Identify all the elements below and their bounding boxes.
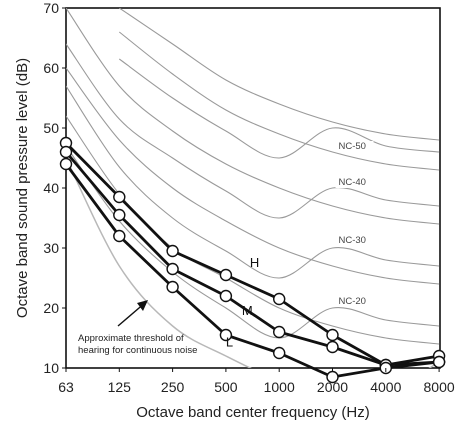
y-tick-label-20: 20 xyxy=(43,300,59,316)
x-tick-label-250: 250 xyxy=(161,379,185,395)
marker-m-63 xyxy=(59,145,73,159)
marker-l-250 xyxy=(166,280,179,294)
x-ticks-group: 63 125 250 500 1000 2000 4000 8000 xyxy=(58,368,455,395)
x-tick-label-8000: 8000 xyxy=(424,379,455,395)
annotation-arrowhead xyxy=(137,300,148,311)
nc-label-nc-40: NC-40 xyxy=(339,177,366,188)
nc-curves-group xyxy=(66,8,440,345)
marker-l-8000 xyxy=(432,355,446,369)
nc-label-nc-30: NC-30 xyxy=(339,235,366,246)
nc-curve-7 xyxy=(66,85,440,279)
y-axis-title: Octave band sound pressure level (dB) xyxy=(14,58,31,318)
x-tick-label-500: 500 xyxy=(214,379,238,395)
markers-group xyxy=(59,136,446,384)
y-tick-label-10: 10 xyxy=(43,360,59,376)
marker-h-1000 xyxy=(273,292,286,306)
nc-curve-1 xyxy=(118,8,440,141)
y-tick-label-50: 50 xyxy=(43,120,59,136)
series-labels-group: H M L xyxy=(226,255,259,349)
x-tick-label-4000: 4000 xyxy=(370,379,401,395)
threshold-group xyxy=(66,157,440,368)
x-tick-label-2000: 2000 xyxy=(317,379,348,395)
marker-h-2000 xyxy=(326,328,339,342)
marker-l-63 xyxy=(59,157,73,171)
nc-label-bg-3 xyxy=(335,141,374,152)
series-line-h xyxy=(65,142,440,367)
marker-m-2000 xyxy=(326,340,339,354)
marker-l-1000 xyxy=(273,346,286,360)
y-tick-label-60: 60 xyxy=(43,60,59,76)
marker-h-500 xyxy=(219,268,233,282)
series-label-l: L xyxy=(226,334,233,349)
marker-m-500 xyxy=(219,289,233,303)
marker-m-125 xyxy=(113,208,126,222)
series-label-h: H xyxy=(250,255,259,270)
marker-l-125 xyxy=(113,229,126,243)
nc-labels-group: NC-50 NC-40 NC-30 NC-20 xyxy=(335,141,374,307)
series-line-l xyxy=(64,163,440,379)
y-tick-label-70: 70 xyxy=(43,0,59,16)
nc-label-bg-9 xyxy=(335,295,374,307)
nc-curve-2 xyxy=(118,31,440,171)
marker-h-125 xyxy=(113,190,126,204)
series-line-m xyxy=(64,151,440,367)
annotation-group: Approximate threshold of hearing for con… xyxy=(78,300,197,356)
nc-curve-5 xyxy=(66,43,440,219)
nc-label-nc-50: NC-50 xyxy=(339,141,366,152)
marker-m-1000 xyxy=(273,325,286,339)
series-group xyxy=(64,142,440,379)
nc-curve-3 xyxy=(118,58,440,159)
y-tick-label-40: 40 xyxy=(43,180,59,196)
marker-m-250 xyxy=(166,262,179,276)
x-axis-title: Octave band center frequency (Hz) xyxy=(136,404,369,421)
y-ticks-group: 10 20 30 40 50 60 70 xyxy=(43,0,66,376)
nc-curve-4 xyxy=(66,8,440,225)
x-tick-label-63: 63 xyxy=(58,379,74,395)
threshold-annotation-line1: Approximate threshold of xyxy=(78,333,184,344)
nc-label-nc-20: NC-20 xyxy=(339,296,366,307)
nc-curve-6 xyxy=(66,67,440,285)
x-tick-label-1000: 1000 xyxy=(264,379,295,395)
y-tick-label-30: 30 xyxy=(43,240,59,256)
threshold-annotation-line2: hearing for continuous noise xyxy=(78,345,197,356)
threshold-curve xyxy=(66,157,440,368)
marker-l-500 xyxy=(219,328,233,342)
nc-label-bg-5 xyxy=(335,177,374,188)
series-label-m: M xyxy=(242,303,253,318)
nc-label-bg-7 xyxy=(335,235,374,247)
marker-h-250 xyxy=(166,244,179,258)
x-tick-label-125: 125 xyxy=(108,379,132,395)
